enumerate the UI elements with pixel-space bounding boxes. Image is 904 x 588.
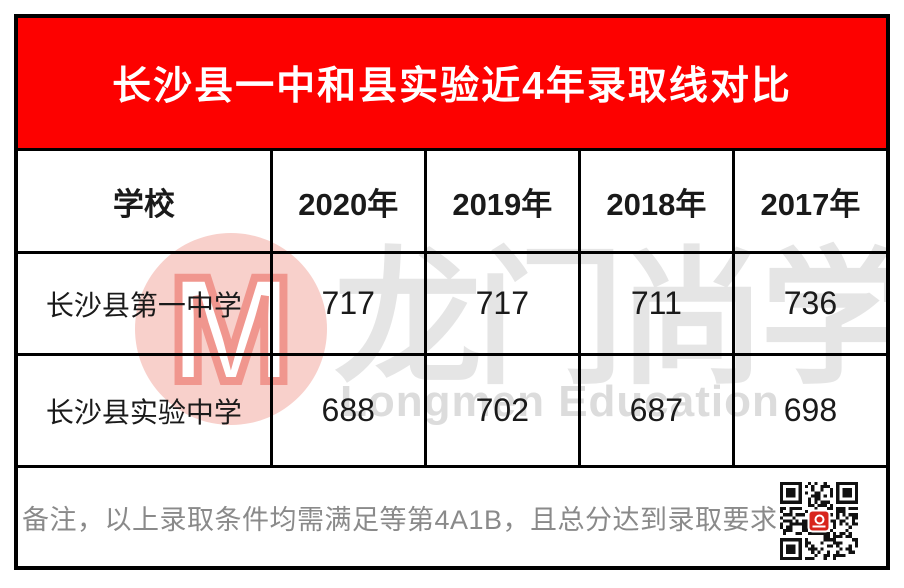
longmen-logo-icon (807, 509, 831, 533)
score-cell: 702 (423, 356, 578, 465)
table-row: 长沙县实验中学 688 702 687 698 (18, 356, 886, 468)
column-header-year: 2019年 (423, 151, 578, 251)
score-cell: 687 (577, 356, 732, 465)
score-cell: 717 (269, 254, 424, 353)
footnote: 备注，以上录取条件均需满足等第4A1B，且总分达到录取要求 (22, 504, 778, 535)
footer-section: 备注，以上录取条件均需满足等第4A1B，且总分达到录取要求 (18, 468, 886, 566)
poster-frame: 长沙县一中和县实验近4年录取线对比 M 龙门尚学 Longmen Educati… (14, 14, 890, 570)
score-table: M 龙门尚学 Longmen Education 学校 2020年 2019年 201… (18, 148, 886, 468)
table-rows: 学校 2020年 2019年 2018年 2017年 长沙县第一中学 717 717 711 7… (18, 151, 886, 468)
table-row: 长沙县第一中学 717 717 711 736 (18, 254, 886, 356)
score-cell: 698 (731, 356, 886, 465)
score-cell: 688 (269, 356, 424, 465)
column-header-year: 2017年 (731, 151, 886, 251)
column-header-school: 学校 (112, 186, 175, 222)
column-header-year: 2018年 (577, 151, 732, 251)
school-name-cell: 长沙县第一中学 (45, 289, 242, 321)
school-name-cell: 长沙县实验中学 (45, 396, 242, 428)
column-header-year: 2020年 (269, 151, 424, 251)
score-cell: 717 (423, 254, 578, 353)
score-cell: 736 (731, 254, 886, 353)
poster-title: 长沙县一中和县实验近4年录取线对比 (112, 65, 792, 108)
title-banner: 长沙县一中和县实验近4年录取线对比 (18, 18, 886, 148)
score-cell: 711 (577, 254, 732, 353)
qr-code (780, 482, 858, 560)
table-header-row: 学校 2020年 2019年 2018年 2017年 (18, 151, 886, 254)
